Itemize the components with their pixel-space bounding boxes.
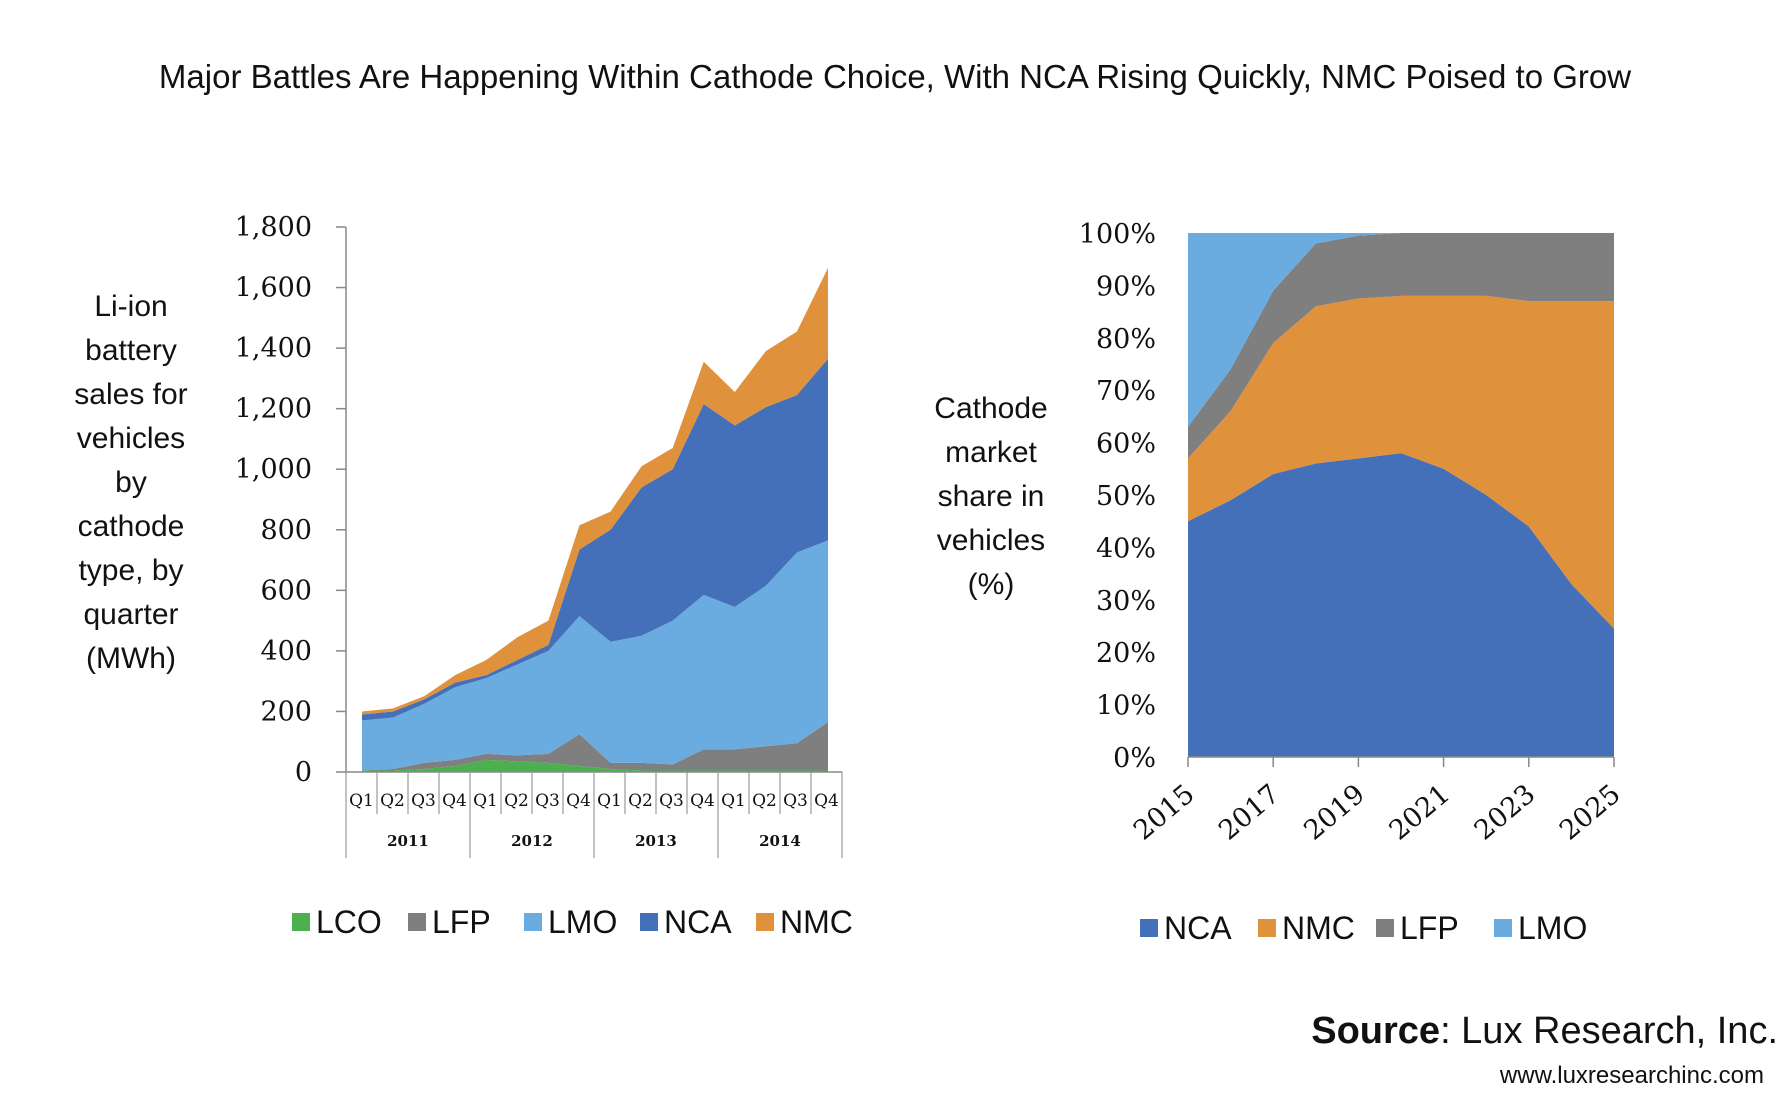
chart1-y-axis-label-line: quarter <box>83 598 178 631</box>
chart2-legend-label-nmc: NMC <box>1282 910 1355 946</box>
chart2-legend-label-lmo: LMO <box>1518 910 1587 946</box>
chart1-quarter-label: Q3 <box>659 791 684 811</box>
chart2-legend-swatch-nmc <box>1258 919 1276 937</box>
chart1-legend-swatch-lco <box>292 913 310 931</box>
chart1-y-tick-label: 800 <box>260 515 312 546</box>
chart2-area-nmc <box>1188 295 1614 629</box>
source-url: www.luxresearchinc.com <box>1499 1062 1764 1089</box>
chart1-quarter-label: Q4 <box>442 791 467 811</box>
chart1-quarter-label: Q3 <box>783 791 808 811</box>
chart1-legend-label-lco: LCO <box>316 904 382 940</box>
chart1-legend-label-lmo: LMO <box>548 904 617 940</box>
chart1-y-axis-label-line: sales for <box>74 378 187 411</box>
chart2-y-axis-label-line: share in <box>938 480 1045 513</box>
chart2-y-tick-label: 20% <box>1096 638 1156 669</box>
chart1-quarter-label: Q1 <box>721 791 746 811</box>
chart2-y-tick-label: 50% <box>1096 481 1156 512</box>
chart2-y-tick-label: 0% <box>1113 743 1156 774</box>
chart1-area-nmc <box>362 267 828 715</box>
chart2-x-tick-label: 2017 <box>1213 779 1286 847</box>
chart1-quarter-label: Q2 <box>752 791 777 811</box>
chart2-area-nca <box>1188 453 1614 757</box>
chart1-y-tick-label: 0 <box>295 757 312 788</box>
chart2-y-tick-label: 70% <box>1096 376 1156 407</box>
chart1-y-axis-label-line: (MWh) <box>86 642 176 675</box>
chart1-y-tick-label: 600 <box>260 575 312 606</box>
chart1-y-tick-label: 1,400 <box>235 333 312 364</box>
chart1-quarter-label: Q3 <box>411 791 436 811</box>
chart1-y-tick-label: 200 <box>260 696 312 727</box>
chart1-legend-swatch-nca <box>640 913 658 931</box>
chart1-area-lfp <box>362 722 828 771</box>
chart2-y-tick-label: 30% <box>1096 586 1156 617</box>
chart2-y-tick-label: 40% <box>1096 533 1156 564</box>
chart1-quarter-label: Q3 <box>535 791 560 811</box>
source-label: Source <box>1311 1010 1441 1052</box>
chart1-quarter-label: Q4 <box>814 791 839 811</box>
chart1-quarter-label: Q4 <box>690 791 715 811</box>
chart2-legend-swatch-nca <box>1140 919 1158 937</box>
chart1-quarter-label: Q2 <box>380 791 405 811</box>
chart2-area-lmo <box>1188 233 1614 427</box>
chart1-y-tick-label: 1,600 <box>235 273 312 304</box>
chart2-legend-label-lfp: LFP <box>1400 910 1459 946</box>
chart2-y-tick-label: 10% <box>1096 691 1156 722</box>
chart2-y-tick-label: 90% <box>1096 271 1156 302</box>
chart2-y-tick-label: 80% <box>1096 324 1156 355</box>
chart2-y-tick-label: 100% <box>1079 219 1156 250</box>
chart2-x-tick-label: 2019 <box>1298 779 1371 847</box>
chart1-y-axis-label-line: cathode <box>78 510 185 543</box>
chart2-legend-swatch-lmo <box>1494 919 1512 937</box>
chart2-x-tick-label: 2015 <box>1128 779 1201 847</box>
chart1-quarter-label: Q2 <box>504 791 529 811</box>
source-credit: Source: Lux Research, Inc. <box>1311 1010 1778 1053</box>
chart2-area-lfp <box>1188 233 1614 459</box>
chart2-legend-label-nca: NCA <box>1164 910 1232 946</box>
chart1-area-lco <box>362 759 828 772</box>
chart1-y-tick-label: 1,200 <box>235 394 312 425</box>
chart1-y-tick-label: 1,000 <box>235 454 312 485</box>
chart1-y-axis-label-line: by <box>115 466 147 499</box>
chart2-x-tick-label: 2025 <box>1554 779 1627 847</box>
chart1-legend-swatch-lmo <box>524 913 542 931</box>
chart2-y-axis-label-line: market <box>945 436 1037 469</box>
chart1-legend-swatch-nmc <box>756 913 774 931</box>
chart1-y-tick-label: 400 <box>260 636 312 667</box>
chart1-y-axis-label-line: Li-ion <box>94 290 167 323</box>
chart2-x-tick-label: 2021 <box>1384 779 1457 847</box>
chart1-year-label: 2013 <box>635 832 677 850</box>
chart1-quarter-label: Q4 <box>566 791 591 811</box>
chart1-y-axis-label-line: type, by <box>78 554 183 587</box>
source-text: : Lux Research, Inc. <box>1440 1010 1778 1052</box>
chart1-year-label: 2011 <box>387 832 429 850</box>
chart2-x-tick-label: 2023 <box>1469 779 1542 847</box>
chart1-legend-label-lfp: LFP <box>432 904 491 940</box>
chart1-legend-label-nca: NCA <box>664 904 732 940</box>
chart1-quarter-label: Q1 <box>473 791 498 811</box>
chart1-quarter-label: Q1 <box>597 791 622 811</box>
chart1-legend-swatch-lfp <box>408 913 426 931</box>
chart1-y-axis-label-line: battery <box>85 334 177 367</box>
chart2-y-tick-label: 60% <box>1096 429 1156 460</box>
page-title: Major Battles Are Happening Within Catho… <box>158 58 1632 95</box>
chart1-year-label: 2012 <box>511 832 553 850</box>
chart1-year-label: 2014 <box>759 832 801 850</box>
chart1-quarter-label: Q2 <box>628 791 653 811</box>
chart2-y-axis-label-line: (%) <box>968 568 1015 601</box>
chart2-y-axis-label-line: vehicles <box>937 524 1045 557</box>
chart1-y-axis-label-line: vehicles <box>77 422 185 455</box>
chart1-y-tick-label: 1,800 <box>235 212 312 243</box>
chart2-y-axis-label-line: Cathode <box>934 392 1047 425</box>
chart1-quarter-label: Q1 <box>349 791 374 811</box>
chart2-legend-swatch-lfp <box>1376 919 1394 937</box>
chart1-legend-label-nmc: NMC <box>780 904 853 940</box>
